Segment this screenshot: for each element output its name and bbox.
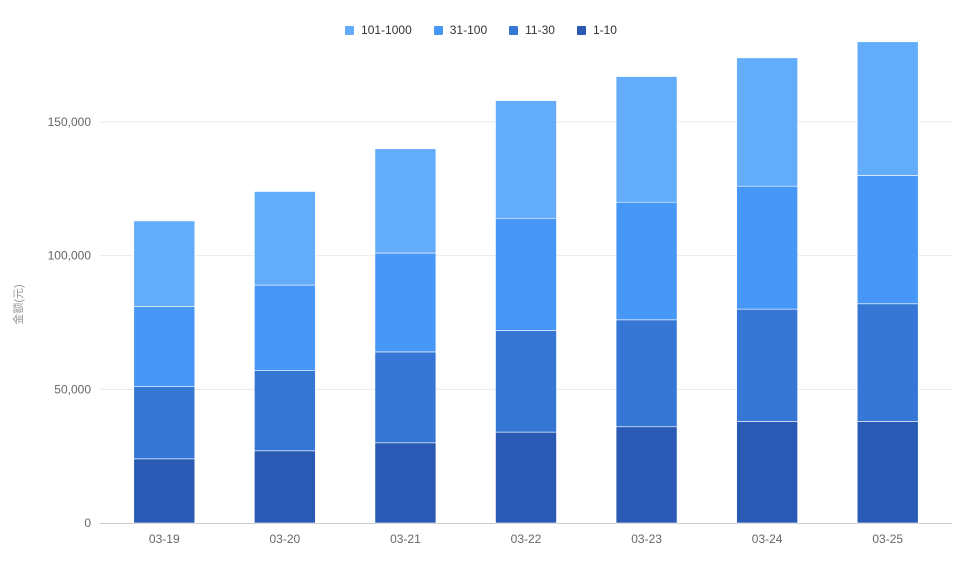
x-tick-label: 03-22 [511, 532, 542, 546]
legend-swatch [509, 25, 519, 35]
bar-segment-1-10[interactable] [254, 450, 316, 524]
legend-item[interactable]: 31-100 [433, 23, 488, 37]
bar-segment-11-30[interactable] [374, 351, 437, 444]
x-tick-label: 03-23 [631, 532, 662, 546]
bar-segment-31-100[interactable] [856, 175, 919, 305]
y-tick-label: 150,000 [48, 115, 92, 129]
bar-segment-101-1000[interactable] [736, 57, 798, 187]
bar-segment-1-10[interactable] [736, 421, 798, 524]
x-tick-label: 03-21 [390, 532, 421, 546]
bar-segment-101-1000[interactable] [615, 76, 678, 203]
legend-swatch [433, 25, 443, 35]
legend-swatch [576, 25, 586, 35]
bar-segment-101-1000[interactable] [254, 191, 316, 286]
bar-segment-31-100[interactable] [495, 217, 557, 331]
legend-label: 101-1000 [361, 23, 412, 37]
legend-label: 11-30 [525, 23, 555, 37]
bar-segment-101-1000[interactable] [856, 41, 919, 176]
bar-segment-31-100[interactable] [133, 306, 196, 387]
bar-segment-11-30[interactable] [254, 370, 316, 452]
y-tick-label: 0 [84, 516, 91, 530]
bar-segment-31-100[interactable] [254, 284, 316, 371]
x-tick-label: 03-20 [270, 532, 301, 546]
bar-segment-101-1000[interactable] [133, 220, 196, 307]
bar-segment-1-10[interactable] [615, 426, 678, 524]
bar-segment-31-100[interactable] [615, 201, 678, 321]
legend-item[interactable]: 1-10 [576, 23, 617, 37]
legend-label: 31-100 [449, 23, 488, 37]
y-tick-label: 100,000 [48, 249, 92, 263]
bar-segment-1-10[interactable] [856, 421, 919, 524]
legend-item[interactable]: 101-1000 [345, 23, 412, 37]
y-tick-label: 50,000 [54, 382, 91, 396]
x-tick-label: 03-19 [149, 532, 180, 546]
bar-segment-1-10[interactable] [374, 442, 437, 524]
legend-swatch [345, 25, 355, 35]
bar-segment-11-30[interactable] [615, 319, 678, 428]
chart-legend: 101-1000 31-100 11-30 1-10 [0, 23, 962, 37]
bar-segment-11-30[interactable] [133, 386, 196, 460]
bar-segment-11-30[interactable] [495, 330, 557, 433]
bar-segment-11-30[interactable] [736, 308, 798, 422]
bar-segment-101-1000[interactable] [374, 148, 437, 254]
legend-item[interactable]: 11-30 [509, 23, 555, 37]
bar-segment-1-10[interactable] [133, 458, 196, 524]
bar-segment-31-100[interactable] [736, 185, 798, 310]
x-tick-label: 03-25 [872, 532, 903, 546]
bar-segment-101-1000[interactable] [495, 100, 557, 219]
y-axis-title: 金额(元) [11, 284, 25, 324]
x-tick-label: 03-24 [752, 532, 783, 546]
legend-label: 1-10 [592, 23, 617, 37]
bar-segment-11-30[interactable] [856, 303, 919, 422]
bar-segment-1-10[interactable] [495, 431, 557, 524]
bar-segment-31-100[interactable] [374, 252, 437, 353]
